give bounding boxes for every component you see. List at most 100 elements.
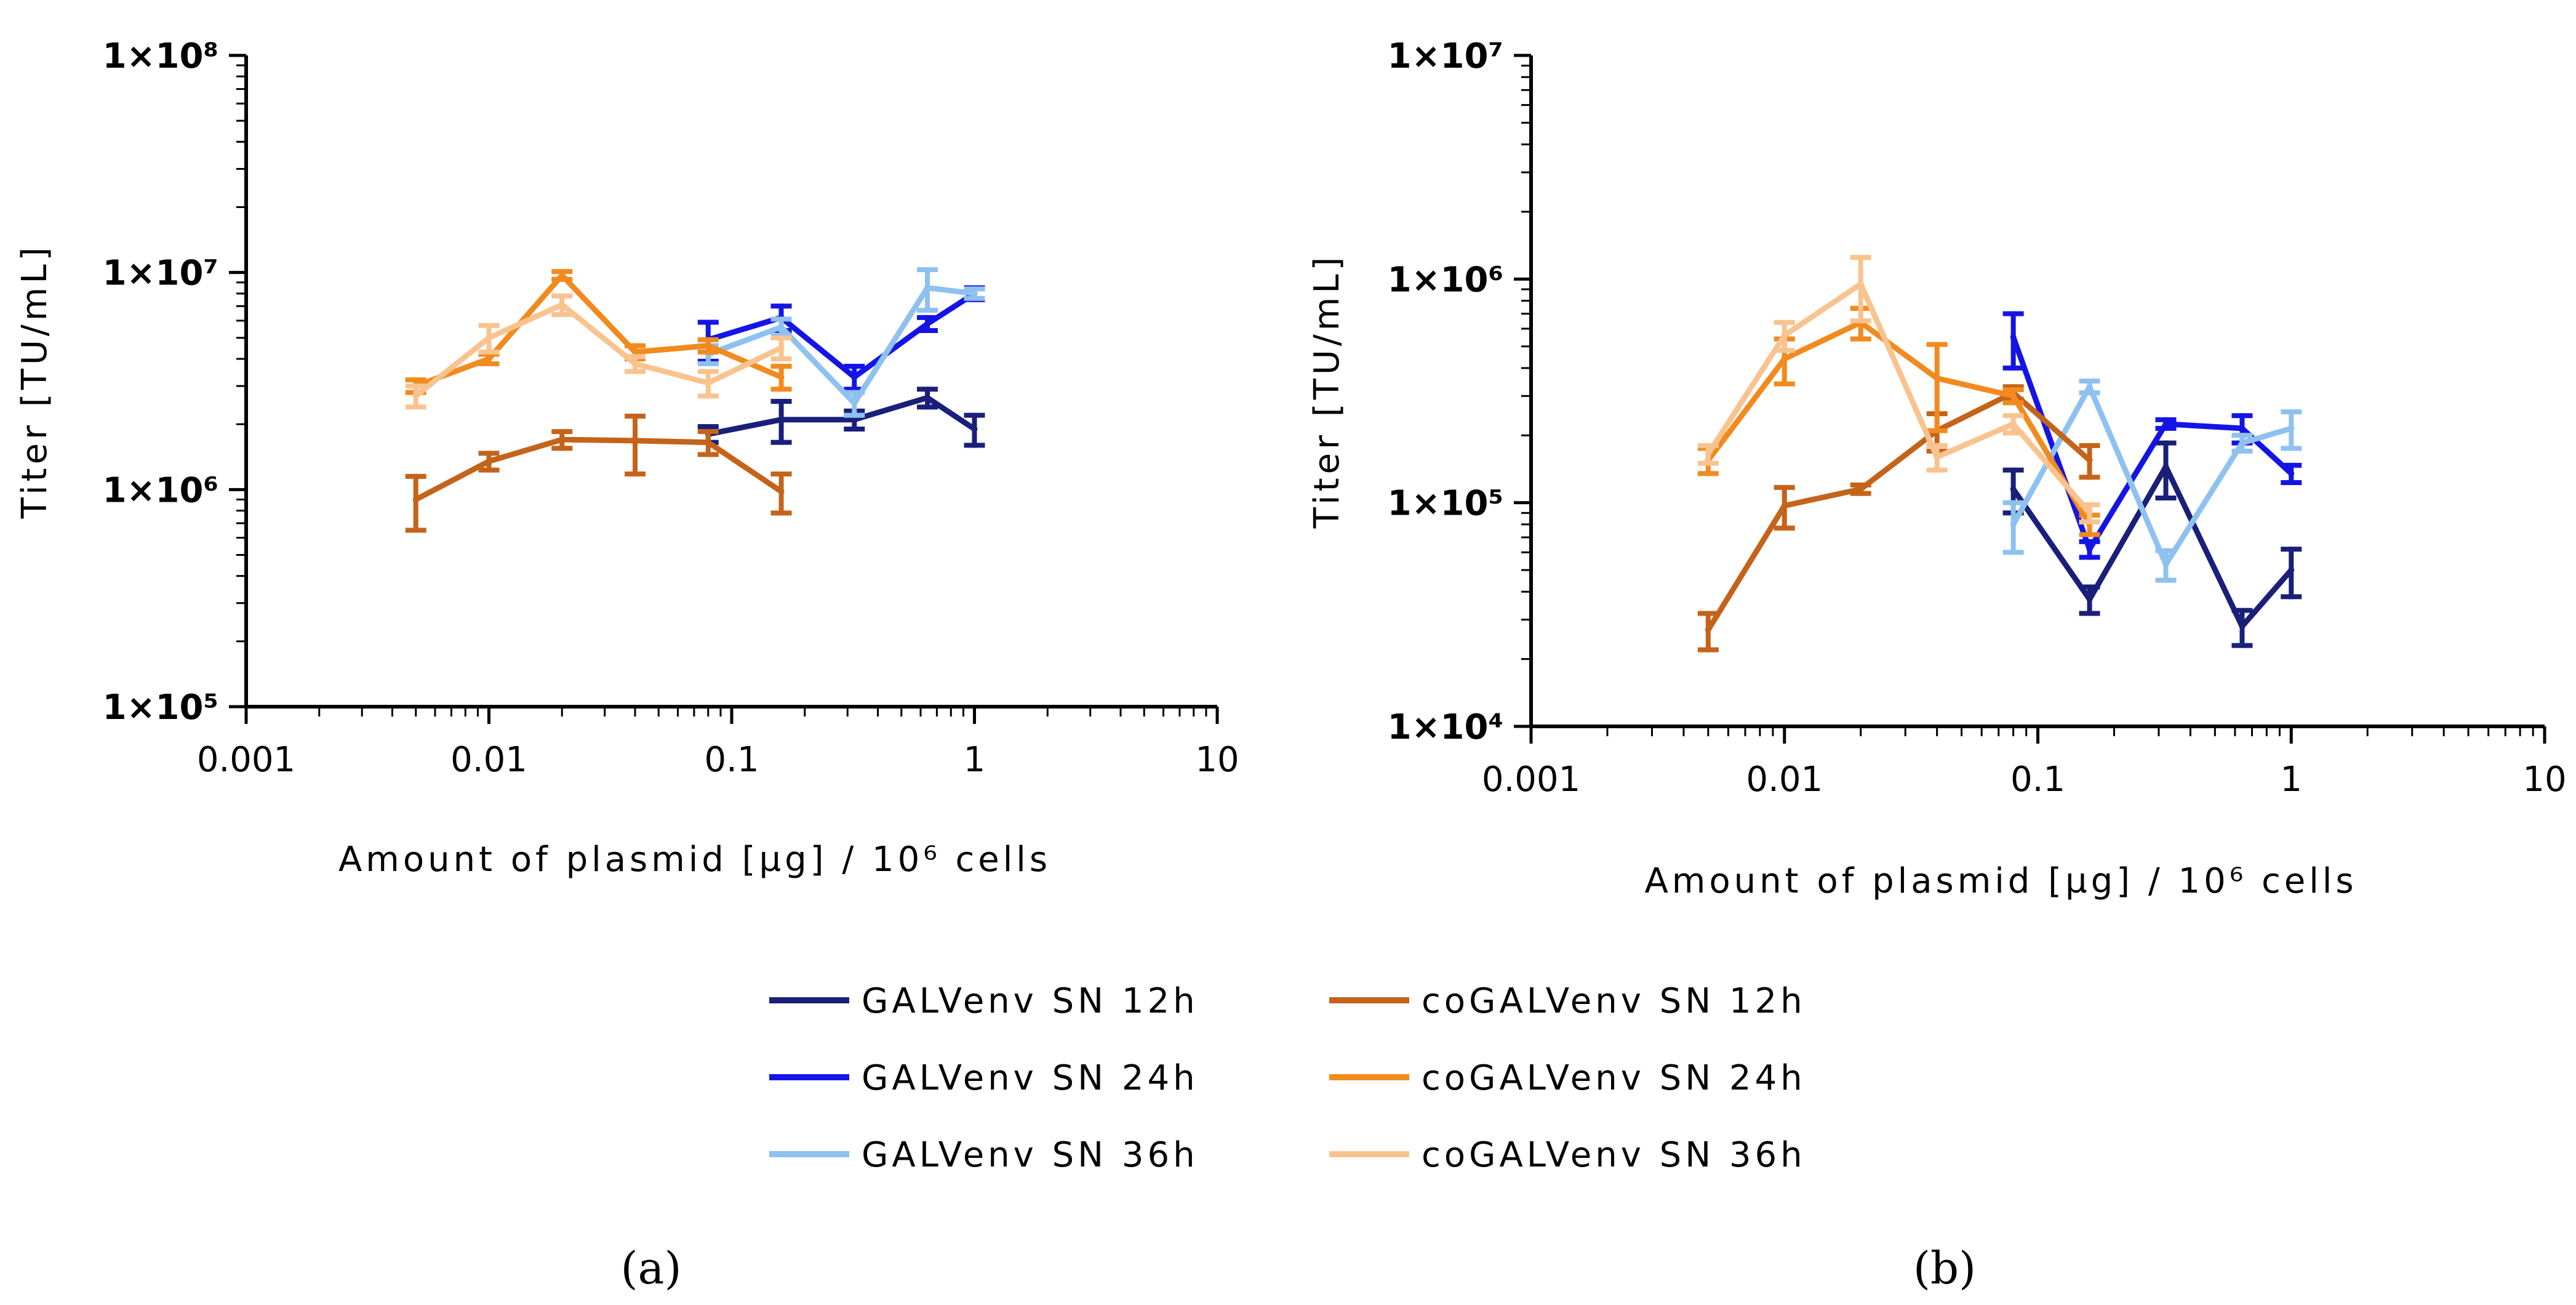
data-point (1705, 451, 1711, 457)
data-point (2288, 567, 2295, 574)
x-tick-label: 0.001 (1482, 760, 1580, 800)
x-tick-label: 0.001 (197, 740, 295, 780)
data-point (2086, 510, 2093, 516)
data-point (632, 437, 639, 444)
legend-label: coGALVenv SN 24h (1422, 1058, 1806, 1098)
data-point (778, 488, 785, 495)
y-tick-label: 1×10⁷ (103, 254, 218, 294)
data-point (2086, 383, 2093, 390)
series-line (413, 272, 784, 389)
x-tick-label: 0.01 (1746, 760, 1823, 800)
legend-label: GALVenv SN 12h (862, 981, 1199, 1021)
series-coGALV_12 (405, 413, 792, 533)
error-bar (405, 473, 426, 533)
legend-label: GALVenv SN 36h (862, 1135, 1199, 1175)
error-bar (1926, 342, 1948, 433)
y-tick-label: 1×10⁷ (1388, 36, 1503, 76)
data-point (851, 416, 858, 423)
legend: GALVenv SN 12h GALVenv SN 24h GALVenv SN 3… (769, 981, 1806, 1175)
x-tick-label: 1 (964, 740, 986, 780)
data-point (632, 348, 639, 355)
data-point (486, 334, 492, 341)
panel-label: (b) (1913, 1242, 1976, 1294)
series-line (1705, 281, 2092, 516)
data-point (2086, 457, 2093, 464)
error-bar (2155, 440, 2177, 500)
data-point (2239, 440, 2246, 446)
data-point (2010, 334, 2017, 340)
data-point (778, 344, 785, 351)
error-bar (2002, 500, 2024, 555)
data-point (2010, 521, 2017, 528)
series-line (1705, 390, 2092, 633)
data-point (2288, 425, 2295, 432)
data-point (486, 458, 492, 465)
panel-label: (a) (620, 1242, 681, 1294)
data-point (1934, 454, 1940, 460)
x-tick-label: 1 (2280, 760, 2302, 800)
y-tick-label: 1×10⁸ (103, 36, 218, 76)
series-line (413, 436, 784, 502)
data-point (971, 290, 978, 297)
data-point (559, 272, 566, 279)
x-axis-title: Amount of plasmid [µg] / 10⁶ cells (338, 840, 1051, 880)
data-point (2086, 546, 2093, 553)
data-point (486, 356, 492, 363)
y-tick-label: 1×10⁴ (1388, 707, 1503, 747)
data-point (851, 400, 858, 406)
data-point (924, 321, 931, 327)
series-GALV_12 (697, 387, 985, 448)
data-point (2239, 425, 2246, 432)
series-GALV_36 (697, 267, 985, 418)
series-coGALV_36 (405, 293, 792, 410)
data-point (705, 380, 711, 387)
data-point (2010, 486, 2017, 492)
series-coGALV_12 (1697, 384, 2100, 652)
data-point (2010, 420, 2017, 427)
y-tick-label: 1×10⁶ (103, 470, 218, 510)
legend-label: coGALVenv SN 36h (1422, 1135, 1806, 1175)
series-line (1705, 319, 2092, 528)
x-axis-title: Amount of plasmid [µg] / 10⁶ cells (1644, 861, 2357, 901)
series-GALV_36 (2002, 378, 2302, 583)
series-line (413, 302, 784, 399)
data-point (851, 374, 858, 380)
error-bar (625, 413, 646, 476)
data-point (559, 436, 566, 443)
series-GALV_24 (697, 285, 985, 392)
data-point (2239, 623, 2246, 630)
data-point (632, 360, 639, 367)
data-point (559, 302, 566, 308)
y-tick-label: 1×10⁶ (1388, 260, 1503, 300)
series-line (705, 285, 977, 406)
data-point (778, 324, 785, 331)
data-point (705, 439, 711, 446)
panel-b-chart: 0.001 0.01 0.1 1 10 1×10⁴ 1×10⁵ 1×10⁶ 1×10⁷ Amoun… (1307, 36, 2567, 1294)
data-point (1781, 332, 1788, 339)
series-line (705, 395, 977, 437)
legend-entry-GALV_36: GALVenv SN 36h (769, 1135, 1199, 1175)
y-tick-label: 1×10⁵ (103, 688, 218, 728)
data-point (2162, 420, 2169, 427)
data-point (2162, 464, 2169, 470)
y-axis-title: Titer [TU/mL] (1307, 254, 1347, 529)
data-point (2162, 561, 2169, 568)
x-tick-label: 0.1 (2010, 760, 2065, 800)
series-coGALV_36 (1697, 255, 2100, 524)
data-point (778, 374, 785, 380)
x-tick-label: 10 (1195, 740, 1239, 780)
x-tick-label: 0.1 (704, 740, 759, 780)
panel-a-chart: 0.001 0.01 0.1 1 10 1×10⁵ 1×10⁶ 1×10⁷ 1×10⁸ Amoun… (15, 36, 1239, 1294)
data-point (2086, 596, 2093, 603)
x-tick-label: 0.01 (450, 740, 527, 780)
legend-entry-coGALV_12: coGALVenv SN 12h (1329, 981, 1802, 1021)
data-point (1934, 375, 1940, 382)
data-point (2010, 393, 2017, 400)
y-axis-title: Titer [TU/mL] (15, 244, 55, 520)
y-tick-label: 1×10⁵ (1388, 484, 1503, 524)
legend-entry-GALV_12: GALVenv SN 12h (769, 981, 1199, 1021)
data-point (2288, 470, 2295, 477)
legend-entry-coGALV_24: coGALVenv SN 24h (1329, 1058, 1806, 1098)
data-point (412, 496, 419, 503)
